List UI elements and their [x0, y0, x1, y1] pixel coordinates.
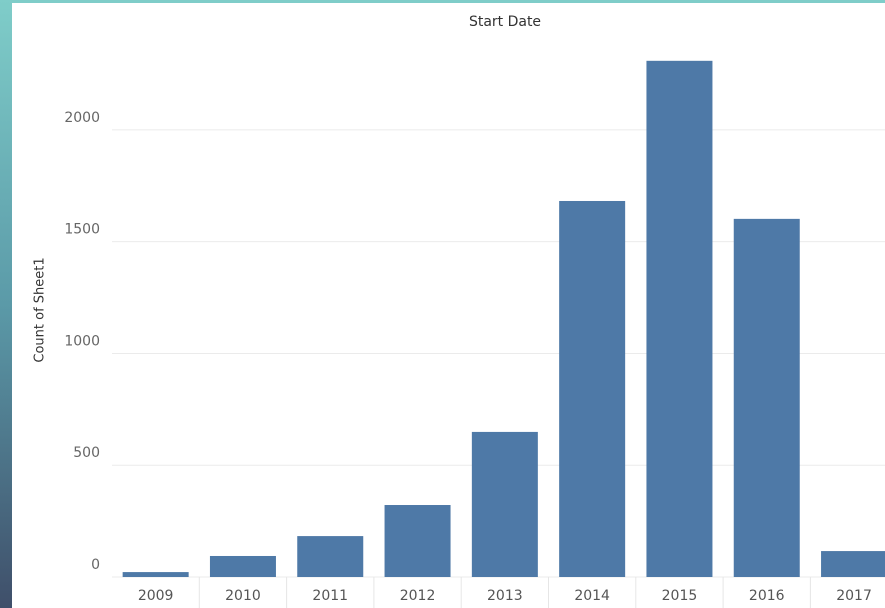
bar	[471, 431, 538, 577]
top-border	[0, 0, 885, 3]
bar	[209, 555, 276, 577]
x-tick-label: 2012	[400, 588, 436, 604]
bar	[559, 200, 626, 577]
bar	[733, 218, 800, 577]
x-tick-label: 2011	[312, 588, 348, 604]
x-tick-label: 2009	[138, 588, 174, 604]
chart-title: Start Date	[469, 14, 541, 30]
bar	[821, 551, 885, 577]
x-tick-label: 2016	[749, 588, 785, 604]
x-tick-label: 2017	[836, 588, 872, 604]
y-tick-label: 0	[91, 557, 100, 573]
bar	[646, 60, 713, 578]
y-tick-label: 1500	[64, 222, 100, 238]
y-tick-label: 500	[73, 445, 100, 461]
x-tick-label: 2013	[487, 588, 523, 604]
bar	[384, 505, 451, 577]
left-border	[0, 0, 12, 608]
x-tick-label: 2015	[662, 588, 698, 604]
x-tick-label: 2014	[574, 588, 610, 604]
bar	[122, 572, 189, 577]
y-axis-label: Count of Sheet1	[33, 257, 48, 362]
y-tick-label: 2000	[64, 110, 100, 126]
y-tick-label: 1000	[64, 333, 100, 349]
x-tick-label: 2010	[225, 588, 261, 604]
bar	[297, 536, 364, 577]
